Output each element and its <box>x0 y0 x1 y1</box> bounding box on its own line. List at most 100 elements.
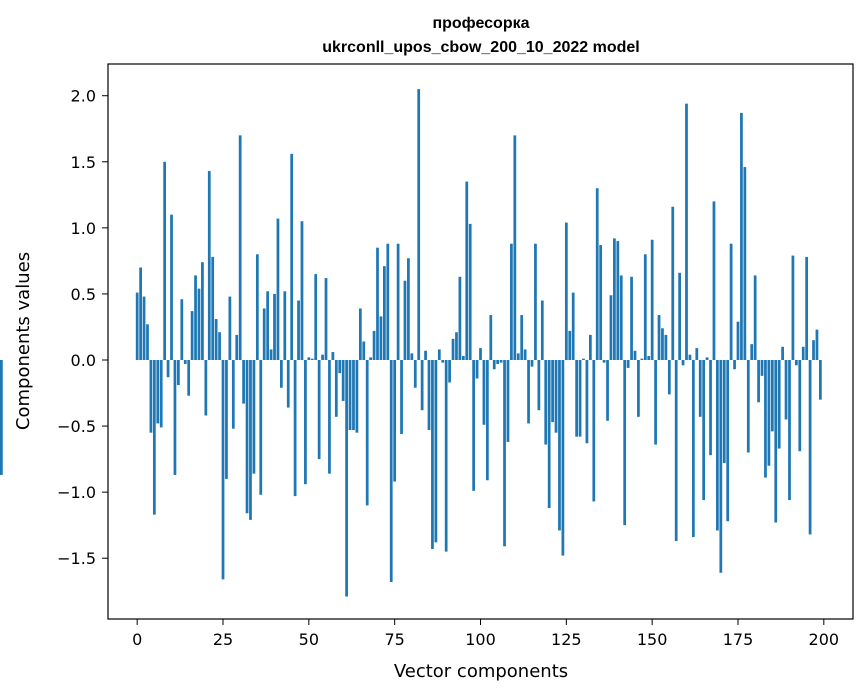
bar-192 <box>794 360 798 366</box>
bar-94 <box>458 276 462 360</box>
bar-128 <box>575 360 579 437</box>
bar-52 <box>314 274 318 360</box>
bar-116 <box>534 243 537 360</box>
x-tick-label: 125 <box>551 630 582 649</box>
bar-29 <box>235 334 239 360</box>
bar-113 <box>523 349 527 360</box>
bar-120 <box>547 360 551 508</box>
bar-177 <box>743 167 747 360</box>
bar-130 <box>582 358 585 360</box>
bar-61 <box>345 360 348 597</box>
chart-title-line-2: ukrconll_upos_cbow_200_10_2022 model <box>322 39 639 56</box>
bar-175 <box>736 321 740 360</box>
bar-39 <box>269 349 273 360</box>
bar-37 <box>262 308 266 360</box>
y-axis-ticks: −1.5 −1.0 −0.5 0.0 0.5 1.0 1.5 2.0 <box>57 87 108 568</box>
bar-2 <box>142 296 146 360</box>
bar-3 <box>146 324 149 360</box>
bar-66 <box>362 341 366 360</box>
bar-160 <box>685 103 688 361</box>
bar-93 <box>455 332 458 360</box>
bar-55 <box>324 278 328 360</box>
bar-15 <box>187 360 191 396</box>
bar-181 <box>757 360 760 403</box>
bar-133 <box>592 360 596 502</box>
y-tick-label: 0.0 <box>71 351 96 370</box>
bar-80 <box>410 353 414 360</box>
bar-0 <box>135 292 139 360</box>
bar-72 <box>382 266 386 360</box>
bar-53 <box>317 360 321 460</box>
bar-59 <box>338 360 342 374</box>
bar-182 <box>760 360 764 376</box>
bar-91 <box>448 360 451 383</box>
bar-20 <box>204 360 208 416</box>
bar-6 <box>156 360 160 424</box>
bar-67 <box>365 360 369 506</box>
bar-85 <box>427 360 431 431</box>
x-tick-label: 75 <box>384 630 404 649</box>
bar-105 <box>496 360 500 364</box>
bar-168 <box>712 201 716 360</box>
bar-199 <box>819 360 822 400</box>
bar-89 <box>441 360 445 363</box>
bar-96 <box>465 181 469 360</box>
bar-28 <box>231 360 235 429</box>
bar-32 <box>245 360 249 514</box>
x-tick-label: 50 <box>299 630 319 649</box>
y-tick-label: 0.5 <box>71 285 96 304</box>
bar-132 <box>588 334 592 360</box>
bar-71 <box>379 316 383 360</box>
y-tick-label: −1.0 <box>57 483 96 502</box>
x-tick-label: 0 <box>132 630 142 649</box>
x-tick-label: 25 <box>213 630 233 649</box>
bar-166 <box>705 357 709 360</box>
bar-142 <box>623 360 627 526</box>
bar-79 <box>407 258 410 360</box>
bar-12 <box>177 360 180 386</box>
bar-63 <box>352 360 355 431</box>
bar-43 <box>283 291 287 360</box>
bar-88 <box>437 349 441 360</box>
bar-99 <box>475 360 479 379</box>
bar-97 <box>468 223 472 360</box>
y-tick-label: −1.5 <box>57 549 96 568</box>
bar-109 <box>510 243 513 360</box>
bar-36 <box>259 360 263 495</box>
bar-62 <box>348 360 352 431</box>
bar-167 <box>709 360 712 456</box>
bar-42 <box>280 360 283 388</box>
bar-87 <box>434 360 438 543</box>
bar-148 <box>643 254 647 360</box>
bar-54 <box>321 354 324 360</box>
bar-196 <box>808 360 812 535</box>
bar-137 <box>606 360 609 421</box>
bar-30 <box>238 135 242 360</box>
bar-46 <box>293 360 297 497</box>
bar-115 <box>530 360 534 367</box>
bar-162 <box>691 360 695 538</box>
bar-197 <box>812 340 815 360</box>
bar-101 <box>482 360 486 425</box>
bar-117 <box>537 360 541 411</box>
bar-68 <box>369 357 373 360</box>
bar-22 <box>211 256 215 360</box>
y-tick-label: 1.0 <box>71 219 96 238</box>
x-axis-label: Vector components <box>394 661 568 682</box>
bar-107 <box>503 360 506 547</box>
bar-86 <box>431 360 434 549</box>
bar-119 <box>544 360 548 445</box>
bar-102 <box>485 360 489 481</box>
bar-11 <box>173 360 177 475</box>
bar-13 <box>180 299 184 360</box>
bar-149 <box>647 356 651 360</box>
bar-155 <box>667 360 671 395</box>
bar-180 <box>753 275 757 360</box>
x-tick-label: 175 <box>723 630 754 649</box>
bar-150 <box>650 239 654 360</box>
bar-178 <box>746 360 750 453</box>
bar-153 <box>661 328 664 360</box>
bar-184 <box>767 360 771 466</box>
bar-65 <box>358 308 362 360</box>
bar-17 <box>194 275 197 360</box>
